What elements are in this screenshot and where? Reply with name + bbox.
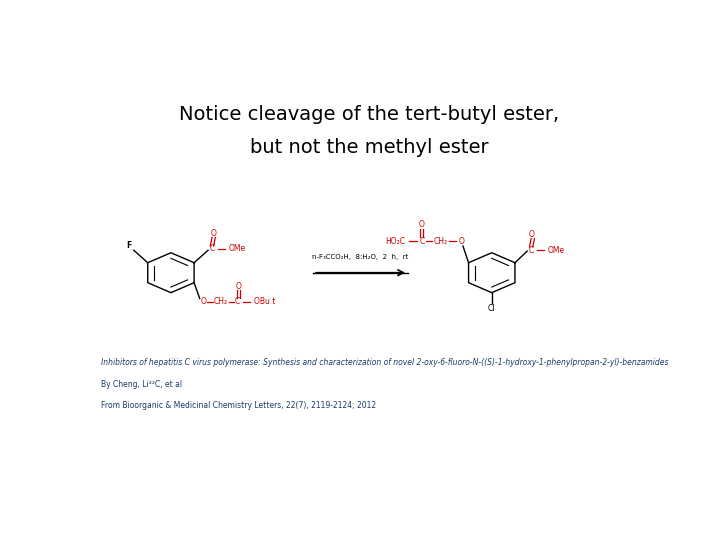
Text: C: C [210,245,215,253]
Text: Cl: Cl [488,304,495,313]
Text: O: O [201,298,207,306]
Text: C: C [528,246,534,255]
Text: C: C [235,298,240,306]
Text: O: O [419,220,425,229]
Text: but not the methyl ester: but not the methyl ester [250,138,488,158]
Text: HO₂C: HO₂C [385,237,405,246]
Text: O: O [459,237,464,246]
Text: CH₂: CH₂ [213,298,228,306]
Text: OMe: OMe [228,245,246,253]
Text: From Bioorganic & Medicinal Chemistry Letters, 22(7), 2119-2124; 2012: From Bioorganic & Medicinal Chemistry Le… [101,401,377,410]
Text: Notice cleavage of the tert-butyl ester,: Notice cleavage of the tert-butyl ester, [179,105,559,124]
Text: n-F₃CCO₂H,  8:H₂O,  2  h,  rt: n-F₃CCO₂H, 8:H₂O, 2 h, rt [312,254,409,260]
Text: F: F [127,241,132,250]
Text: CH₂: CH₂ [433,237,448,246]
Text: O: O [235,281,241,291]
Text: OBu t: OBu t [253,298,275,306]
Text: O: O [210,229,216,238]
Text: OMe: OMe [548,246,564,255]
Text: O: O [528,230,535,239]
Text: C: C [420,237,425,246]
Text: Inhibitors of hepatitis C virus polymerase: Synthesis and characterization of no: Inhibitors of hepatitis C virus polymera… [101,357,669,367]
Text: By Cheng, Li²²C, et al: By Cheng, Li²²C, et al [101,381,182,389]
